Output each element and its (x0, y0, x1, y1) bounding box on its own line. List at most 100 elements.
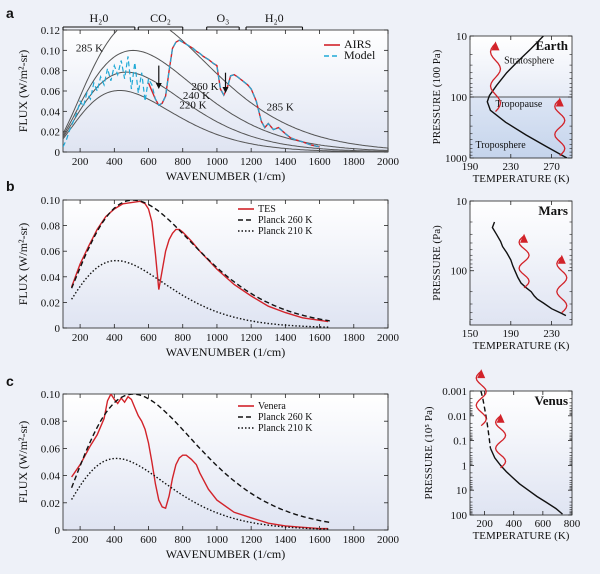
x-tick-label: 1800 (343, 156, 366, 168)
y-tick-label: 0.02 (41, 297, 60, 309)
annotation: Stratosphere (504, 55, 555, 66)
emission-wave-arrow (475, 370, 487, 427)
y-tick-label: 0.04 (41, 471, 61, 483)
plot-area (469, 200, 573, 326)
emission-arrow-head (491, 41, 500, 51)
x-tick-label: 1400 (274, 332, 297, 344)
temperature-profile-line (491, 221, 567, 317)
panel-title: Mars (538, 203, 568, 218)
planck-label: 220 K (179, 99, 206, 111)
series-planck-260-k (70, 394, 330, 524)
venus-profile-chart: 0.001 0.01 0.1 1 10 100 200 400 600 800TEMPERATUR… (423, 369, 581, 542)
x-tick-label: 150 (462, 328, 479, 340)
legend-entry: Planck 210 K (258, 423, 313, 434)
plot-area (62, 199, 389, 329)
annotation: Troposphere (476, 140, 527, 151)
x-tick-label: 200 (72, 332, 89, 344)
temperature-profile-line (489, 447, 563, 515)
x-tick-label: 600 (140, 534, 157, 546)
legend-entry: Model (344, 48, 376, 62)
x-tick-label: 2000 (377, 156, 400, 168)
y-tick-label: 0.08 (41, 416, 61, 428)
panel-label-a: a (6, 5, 14, 21)
x-tick-label: 200 (72, 156, 89, 168)
x-tick-label: 270 (543, 161, 560, 173)
y-tick-label: 0.10 (41, 195, 61, 207)
x-tick-label: 1800 (343, 534, 366, 546)
x-axis-label: TEMPERATURE (K) (473, 530, 570, 542)
x-tick-label: 190 (503, 328, 520, 340)
panel-label-c: c (6, 373, 14, 389)
y-tick-label: 0.10 (41, 45, 61, 57)
band-label: H₂0 (89, 11, 108, 25)
x-tick-label: 1000 (206, 156, 229, 168)
series-venera (71, 394, 329, 530)
y-tick-label: 0.01 (448, 411, 467, 423)
y-tick-label: 0.001 (442, 386, 467, 398)
y-axis-label: FLUX (W/m²-sr) (16, 223, 30, 306)
x-tick-label: 600 (140, 332, 157, 344)
y-tick-label: 10 (456, 485, 468, 497)
emission-arrow-head (496, 413, 505, 423)
x-tick-label: 800 (174, 534, 191, 546)
y-tick-label: 100 (451, 92, 468, 104)
x-axis-label: WAVENUMBER (1/cm) (166, 169, 285, 183)
x-tick-label: 1800 (343, 332, 366, 344)
planck-label: 285 K (267, 101, 294, 113)
emission-wave-arrow (556, 256, 568, 314)
x-axis-label: TEMPERATURE (K) (473, 173, 570, 185)
y-tick-label: 0 (55, 525, 61, 537)
y-tick-label: 0.02 (41, 498, 60, 510)
y-tick-label: 0.06 (41, 86, 61, 98)
y-tick-label: 0.08 (41, 221, 61, 233)
legend-entry: AIRS (344, 37, 371, 51)
y-tick-label: 0.02 (41, 127, 60, 139)
x-tick-label: 200 (72, 534, 89, 546)
y-tick-label: 0.04 (41, 106, 61, 118)
earth-spectrum-chart: 200 400 600 800 1000 1200 1400 1600 1800 2000 0 0.0… (16, 11, 400, 183)
planck-label: 240 K (183, 90, 210, 102)
x-tick-label: 2000 (377, 534, 400, 546)
emission-wave-arrow (494, 415, 507, 469)
plot-lines (491, 221, 567, 317)
mars-spectrum-chart: 200 400 600 800 1000 1200 1400 1600 1800 2000 0 0.0… (16, 195, 400, 359)
plot-lines (486, 36, 568, 158)
y-tick-label: 1000 (445, 153, 468, 165)
emission-arrow-head (557, 254, 566, 264)
x-tick-label: 1400 (274, 534, 297, 546)
planck-label: 285 K (76, 42, 103, 54)
x-tick-label: 1200 (240, 156, 263, 168)
legend-entry: Planck 260 K (258, 412, 313, 423)
y-axis-label: PRESSURE (10⁵ Pa) (423, 406, 435, 499)
x-axis-label: TEMPERATURE (K) (473, 340, 570, 352)
plot-lines (70, 394, 330, 530)
x-tick-label: 1000 (206, 534, 229, 546)
y-tick-label: 0 (55, 323, 61, 335)
x-tick-label: 190 (462, 161, 479, 173)
band-label: O₃ (217, 11, 230, 25)
emission-arrow-head (555, 97, 564, 107)
legend-entry: Planck 260 K (258, 215, 313, 226)
series-planck-260-k (70, 200, 330, 322)
x-tick-label: 1600 (309, 534, 332, 546)
x-tick-label: 1200 (240, 534, 263, 546)
legend-entry: Venera (258, 401, 286, 412)
y-axis-label: PRESSURE (Pa) (431, 225, 443, 301)
y-tick-label: 0.1 (453, 436, 467, 448)
series-planck-210-k (71, 259, 330, 328)
emission-wave-arrow (518, 235, 530, 289)
x-tick-label: 400 (505, 518, 522, 530)
emission-wave-arrow (489, 42, 502, 113)
legend-entry: TES (258, 204, 276, 215)
x-tick-label: 400 (106, 156, 123, 168)
legend-entry: Planck 210 K (258, 226, 313, 237)
x-tick-label: 800 (564, 518, 581, 530)
y-tick-label: 0.12 (41, 25, 60, 37)
arrow-head (155, 82, 162, 89)
x-tick-label: 1600 (309, 156, 332, 168)
arrow-head (222, 87, 229, 94)
plot-area (62, 393, 389, 531)
